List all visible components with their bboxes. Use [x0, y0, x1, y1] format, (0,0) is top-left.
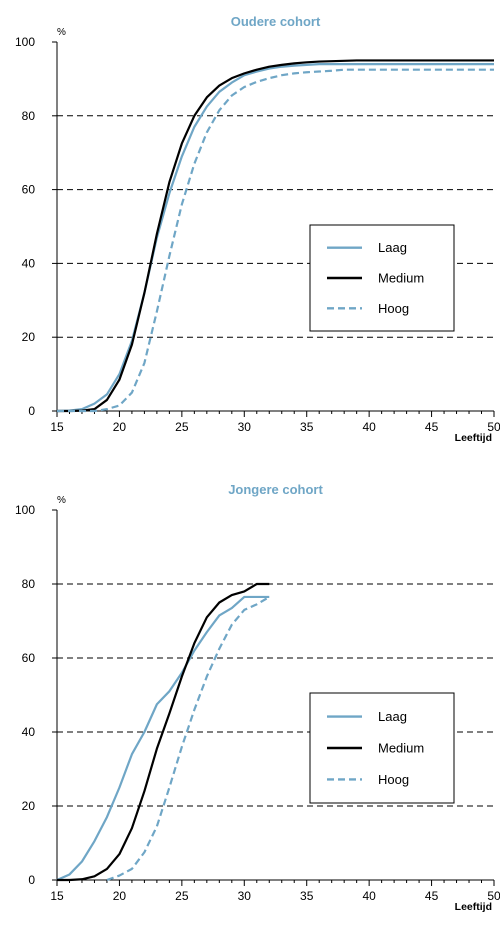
y-tick-label: 100 — [15, 35, 35, 49]
legend-label-laag: Laag — [378, 240, 407, 255]
y-axis-label: % — [57, 27, 66, 38]
y-tick-label: 20 — [22, 799, 36, 813]
x-tick-label: 20 — [113, 889, 127, 903]
x-tick-label: 30 — [238, 420, 252, 434]
x-tick-label: 45 — [425, 420, 439, 434]
y-tick-label: 40 — [22, 256, 36, 270]
legend-label-laag: Laag — [378, 709, 407, 724]
y-axis-label: % — [57, 495, 66, 506]
legend-label-hoog: Hoog — [378, 772, 409, 787]
series-line-hoog — [106, 596, 270, 882]
y-tick-label: 80 — [22, 577, 36, 591]
x-tick-label: 50 — [487, 889, 500, 903]
x-tick-label: 15 — [50, 420, 64, 434]
series-line-laag — [56, 63, 494, 413]
x-tick-label: 25 — [175, 889, 189, 903]
y-tick-label: 80 — [22, 109, 36, 123]
legend: Laag Medium Hoog — [309, 692, 455, 804]
y-tick-label: 0 — [28, 404, 35, 418]
series-line-medium — [57, 59, 494, 413]
x-tick-label: 45 — [425, 889, 439, 903]
x-tick-label: 40 — [362, 420, 376, 434]
x-tick-label: 50 — [487, 420, 500, 434]
legend-label-medium: Medium — [378, 741, 424, 756]
y-tick-label: 20 — [22, 330, 36, 344]
y-tick-label: 60 — [22, 183, 36, 197]
x-tick-label: 20 — [113, 420, 127, 434]
chart-panel-1: Oudere cohort% 0 20 40 60 80 100 15 20 25 30 35 40 45… — [15, 14, 500, 444]
legend-label-hoog: Hoog — [378, 301, 409, 316]
x-tick-label: 35 — [300, 420, 314, 434]
series-line-hoog — [57, 68, 494, 413]
x-tick-label: 30 — [238, 889, 252, 903]
x-axis-label: Leeftijd — [455, 901, 492, 913]
x-tick-label: 40 — [362, 889, 376, 903]
chart-title: Jongere cohort — [228, 482, 323, 497]
chart-title: Oudere cohort — [231, 14, 321, 29]
legend-label-medium: Medium — [378, 271, 424, 286]
x-tick-label: 25 — [175, 420, 189, 434]
series-line-laag — [56, 595, 270, 882]
x-tick-label: 35 — [300, 889, 314, 903]
legend: Laag Medium Hoog — [309, 224, 455, 332]
y-tick-label: 40 — [22, 725, 36, 739]
y-tick-label: 100 — [15, 503, 35, 517]
x-tick-label: 15 — [50, 889, 64, 903]
chart-panel-2: Jongere cohort% 0 20 40 60 80 100 15 20 25 30 35 40 4… — [15, 482, 500, 913]
x-axis-label: Leeftijd — [455, 432, 492, 444]
y-tick-label: 60 — [22, 651, 36, 665]
y-tick-label: 0 — [28, 873, 35, 887]
series-line-medium — [57, 582, 270, 882]
